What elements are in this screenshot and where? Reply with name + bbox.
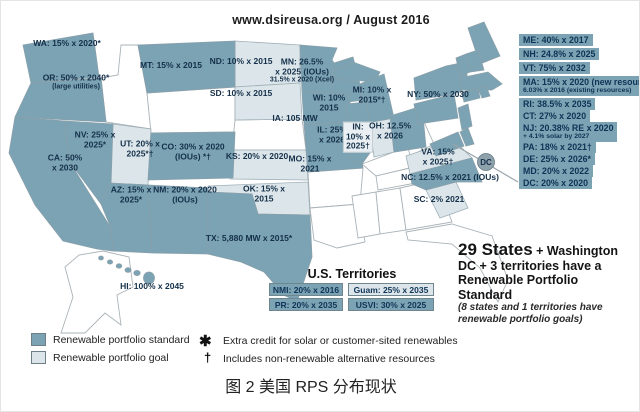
label-new-york: NY: 50% x 2030 bbox=[407, 89, 469, 100]
label-minnesota: MN: 26.5% x 2025 (IOUs) 31.5% x 2020 (Xcel… bbox=[269, 56, 335, 84]
label-north-carolina: NC: 12.5% x 2021 (IOUs) bbox=[401, 172, 499, 183]
summary-count: 29 States bbox=[458, 240, 533, 259]
list-item-vermont: VT: 75% x 2032 bbox=[519, 62, 590, 75]
list-item-district-of-columbia: DC: 20% x 2020 bbox=[519, 177, 593, 190]
territories-title: U.S. Territories bbox=[307, 267, 397, 281]
state-new-hampshire bbox=[465, 49, 485, 73]
state-louisiana bbox=[309, 203, 366, 249]
list-item-maine: ME: 40% x 2017 bbox=[519, 34, 593, 47]
label-arizona: AZ: 15% x 2025* bbox=[110, 184, 152, 204]
asterisk-icon: ✱ bbox=[199, 333, 212, 350]
label-california: CA: 50% x 2030 bbox=[47, 152, 83, 172]
label-illinois: IL: 25% x 2026 bbox=[317, 124, 347, 144]
state-washington bbox=[22, 32, 100, 84]
list-item-maryland: MD: 20% x 2022 bbox=[519, 165, 594, 178]
territory-usvi: USVI: 30% x 2025 bbox=[348, 298, 434, 311]
state-rhode-island bbox=[477, 85, 491, 99]
state-colorado bbox=[147, 131, 236, 181]
territory-guam: Guam: 25% x 2035 bbox=[348, 283, 434, 296]
label-michigan: MI: 10% x 2015*† bbox=[352, 84, 392, 104]
state-alaska bbox=[60, 250, 134, 334]
label-oklahoma: OK: 15% x 2015 bbox=[242, 183, 286, 203]
list-item-delaware: DE: 25% x 2026* bbox=[519, 153, 595, 166]
label-kansas: KS: 20% x 2020 bbox=[225, 151, 289, 162]
state-florida bbox=[405, 223, 509, 304]
state-oregon bbox=[14, 77, 107, 123]
state-michigan-lower bbox=[359, 73, 395, 124]
label-wisconsin: WI: 10% 2015 bbox=[312, 92, 346, 112]
list-item-rhode-island: RI: 38.5% x 2035 bbox=[519, 98, 596, 111]
list-item-massachusetts: MA: 15% x 2020 (new resources)6.03% x 20… bbox=[519, 76, 639, 96]
label-montana: MT: 15% x 2015 bbox=[140, 60, 202, 71]
label-south-dakota: SD: 10% x 2015 bbox=[209, 88, 273, 99]
legend-goal-label: Renewable portfolio goal bbox=[53, 352, 169, 364]
legend-asterisk-note: Extra credit for solar or customer-sited… bbox=[223, 335, 458, 347]
state-massachusetts bbox=[459, 71, 503, 91]
label-ohio: OH: 12.5% x 2026 bbox=[368, 120, 412, 140]
state-north-carolina bbox=[409, 157, 483, 191]
figure-caption: 图 2 美国 RPS 分布现状 bbox=[225, 379, 397, 396]
legend-swatch-goal bbox=[31, 351, 46, 364]
legend-standard-label: Renewable portfolio standard bbox=[53, 334, 190, 346]
label-indiana: IN: 10% x 2025† bbox=[342, 121, 374, 153]
dc-marker-label: DC bbox=[480, 158, 492, 167]
territory-nmi: NMI: 20% x 2016 bbox=[269, 283, 343, 296]
state-hawaii bbox=[98, 255, 155, 285]
label-iowa: IA: 105 MW bbox=[272, 113, 318, 124]
state-connecticut bbox=[461, 87, 481, 103]
territory-puerto-rico: PR: 20% x 2035 bbox=[269, 298, 343, 311]
list-item-connecticut: CT: 27% x 2020 bbox=[519, 110, 591, 123]
label-utah: UT: 20% x 2025*† bbox=[120, 138, 160, 158]
list-item-new-jersey: NJ: 20.38% RE x 2020 + 4.1% solar by 2027 bbox=[519, 122, 618, 142]
summary-block: 29 States + Washington DC + 3 territorie… bbox=[458, 240, 618, 325]
label-hawaii: HI: 100% x 2045 bbox=[120, 281, 184, 292]
state-delaware bbox=[459, 127, 475, 147]
dagger-icon: † bbox=[204, 350, 212, 365]
source-credit: www.dsireusa.org / August 2016 bbox=[232, 13, 430, 27]
label-colorado: CO: 30% x 2020 (IOUs) *† bbox=[161, 141, 225, 161]
legend-dagger-note: Includes non-renewable alternative resou… bbox=[223, 353, 435, 365]
label-new-mexico: NM: 20% x 2020 (IOUs) bbox=[153, 184, 217, 204]
list-item-pennsylvania: PA: 18% x 2021† bbox=[519, 141, 596, 154]
state-new-jersey bbox=[457, 103, 473, 131]
label-virginia: VA: 15% x 2025† bbox=[421, 146, 455, 166]
label-north-dakota: ND: 10% x 2015 bbox=[209, 56, 273, 67]
label-oregon: OR: 50% x 2040* (large utilities) bbox=[42, 72, 110, 90]
label-nevada: NV: 25% x 2025* bbox=[74, 129, 116, 149]
label-missouri: MO: 15% x 2021 bbox=[288, 153, 332, 173]
list-item-new-hampshire: NH: 24.8% x 2025 bbox=[519, 48, 600, 61]
state-maryland bbox=[429, 131, 465, 157]
label-south-carolina: SC: 2% 2021 bbox=[413, 194, 465, 205]
label-washington: WA: 15% x 2020* bbox=[33, 38, 101, 49]
state-south-dakota bbox=[234, 82, 303, 121]
label-texas: TX: 5,880 MW x 2015* bbox=[205, 233, 293, 244]
legend-swatch-standard bbox=[31, 333, 46, 346]
state-pennsylvania bbox=[413, 93, 459, 125]
dc-marker bbox=[477, 153, 495, 171]
state-montana bbox=[137, 40, 236, 94]
